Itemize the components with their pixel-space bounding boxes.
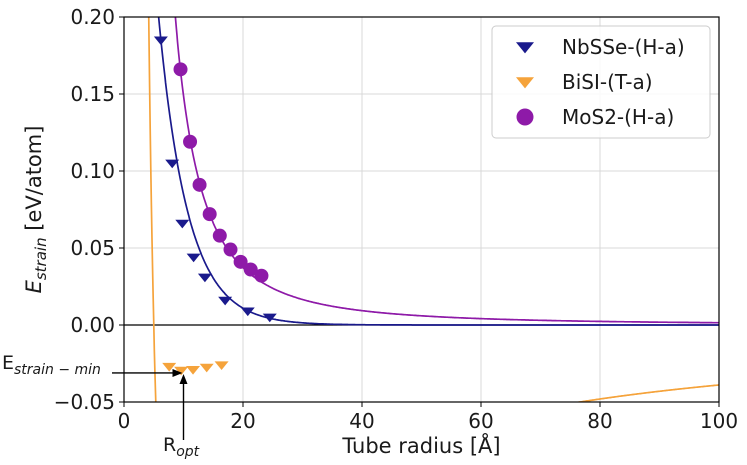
r-opt-annotation: Ropt (163, 434, 200, 460)
data-point-mos2-h-a (202, 207, 217, 222)
legend-label-mos2-h-a: MoS2-(H-a) (562, 105, 674, 129)
y-axis-label-base: E (22, 279, 46, 293)
x-axis-label: Tube radius [Å] (341, 432, 500, 458)
y-axis-label-sub: strain (32, 237, 50, 280)
data-point-nbsse-h-a (175, 219, 190, 229)
x-tick-label: 100 (700, 409, 738, 433)
legend-box (491, 25, 711, 139)
y-tick-label: 0.05 (70, 236, 115, 260)
data-point-mos2-h-a (173, 62, 188, 77)
data-point-bisi-t-a (174, 366, 189, 376)
legend-label-bisi-t-a: BiSI-(T-a) (562, 70, 653, 94)
annotation-layer: Estrain − min Ropt (2, 352, 200, 460)
data-point-mos2-h-a (243, 262, 258, 277)
data-point-mos2-h-a (223, 242, 238, 257)
x-tick-label: 20 (230, 409, 255, 433)
y-axis-label-rest: [eV/atom] (22, 126, 46, 238)
data-point-mos2-h-a (233, 254, 248, 269)
data-point-bisi-t-a (199, 363, 214, 373)
y-tick-label: 0.10 (70, 159, 115, 183)
legend-marker-mos2-h-a (516, 108, 534, 126)
fit-line-bisi-t-a (147, 17, 719, 402)
legend-label-nbsse-h-a: NbSSe-(H-a) (562, 35, 685, 59)
data-point-nbsse-h-a (218, 296, 233, 306)
data-point-nbsse-h-a (262, 313, 277, 323)
tick-layer: 0 20 40 60 80 100 −0.05 0.00 0.05 0.10 0.15 0.20 (54, 5, 738, 433)
data-point-bisi-t-a (214, 361, 229, 371)
data-point-mos2-h-a (192, 177, 207, 192)
data-point-nbsse-h-a (197, 273, 212, 283)
plot-frame (123, 16, 720, 403)
data-point-mos2-h-a (254, 268, 269, 283)
e-strain-min-base: E (2, 352, 14, 374)
x-tick-label: 0 (118, 409, 131, 433)
data-point-bisi-t-a (162, 362, 177, 372)
r-opt-arrowhead (179, 373, 188, 384)
x-tick-label: 60 (468, 409, 493, 433)
y-tick-label: 0.15 (70, 82, 115, 106)
data-point-nbsse-h-a (165, 159, 180, 169)
series-layer (147, 17, 719, 402)
fit-line-mos2-h-a (174, 17, 719, 324)
data-point-nbsse-h-a (153, 36, 168, 46)
data-point-nbsse-h-a (240, 307, 255, 317)
legend: NbSSe-(H-a) BiSI-(T-a) MoS2-(H-a) (491, 25, 711, 139)
data-point-mos2-h-a (183, 134, 198, 149)
y-tick-label: 0.00 (70, 313, 115, 337)
e-strain-min-arrowhead (172, 368, 183, 377)
e-strain-min-annotation: Estrain − min (2, 352, 101, 378)
data-point-nbsse-h-a (186, 253, 201, 263)
x-tick-label: 40 (349, 409, 374, 433)
e-strain-min-sub: strain − min (14, 362, 101, 378)
x-tick-label: 80 (587, 409, 612, 433)
y-tick-label: 0.20 (70, 5, 115, 29)
legend-marker-nbsse-h-a (516, 42, 534, 54)
y-axis-label: Estrain [eV/atom] (22, 126, 50, 294)
r-opt-sub: opt (176, 444, 199, 460)
legend-marker-bisi-t-a (516, 77, 534, 89)
data-point-mos2-h-a (212, 228, 227, 243)
data-point-bisi-t-a (186, 366, 201, 375)
r-opt-base: R (163, 434, 176, 456)
y-tick-label: −0.05 (54, 390, 115, 414)
